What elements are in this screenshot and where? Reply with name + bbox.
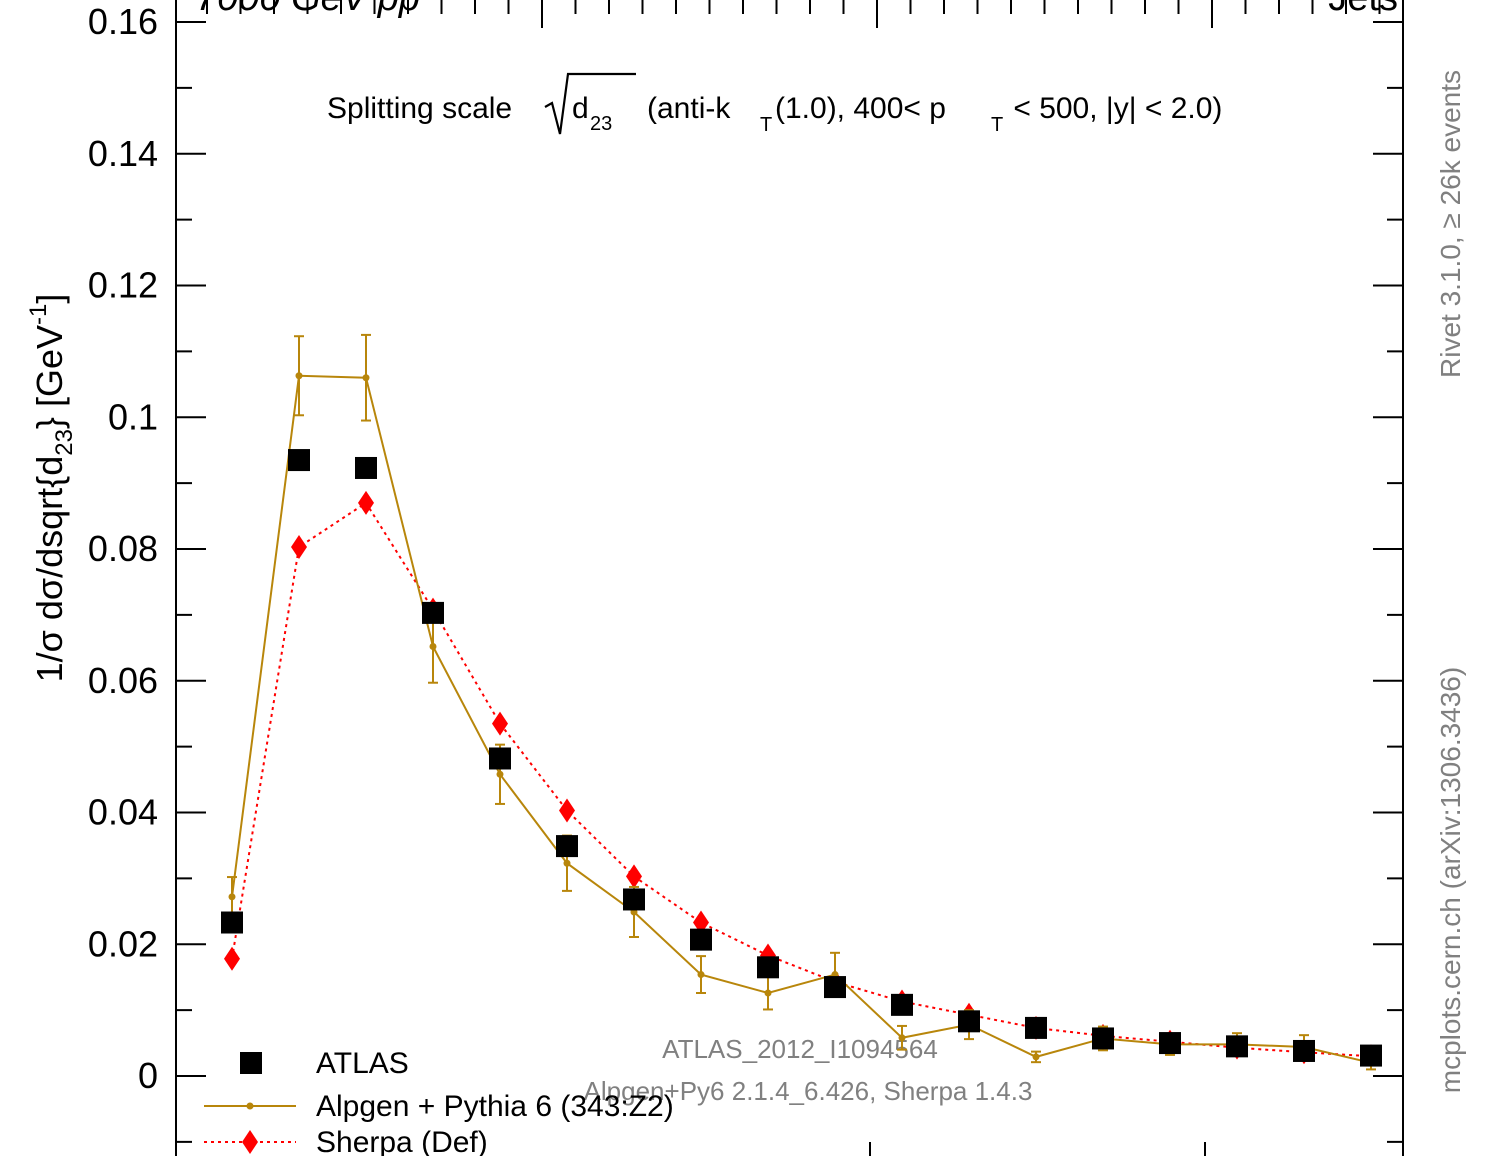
atlas-point bbox=[422, 601, 444, 624]
alpgen-point bbox=[764, 989, 772, 997]
series-atlas bbox=[221, 449, 1382, 1067]
alpgen-point bbox=[362, 374, 370, 382]
y-tick-labels: 0 0.02 0.04 0.06 0.08 0.1 0.12 0.14 0.16 bbox=[88, 1, 158, 1096]
alpgen-point bbox=[496, 770, 504, 778]
y-tick-label: 0.06 bbox=[88, 660, 158, 701]
sherpa-line bbox=[231, 501, 1372, 1058]
y-tick-label: 0.12 bbox=[88, 265, 158, 306]
sherpa-point bbox=[224, 946, 240, 971]
rivet-label: Rivet 3.1.0, ≥ 26k events bbox=[1435, 70, 1466, 378]
header-right-label: Jets bbox=[1328, 0, 1398, 19]
y-axis-label-end: ] bbox=[29, 294, 70, 304]
atlas-point bbox=[1159, 1032, 1181, 1055]
alpgen-point bbox=[295, 372, 303, 380]
y-tick-label: 0.04 bbox=[88, 792, 158, 833]
y-tick-label: 0.16 bbox=[88, 1, 158, 42]
title-p-sub: T bbox=[991, 114, 1003, 136]
atlas-point bbox=[1092, 1027, 1114, 1050]
mcplots-label: mcplots.cern.ch (arXiv:1306.3436) bbox=[1435, 667, 1466, 1093]
atlas-point bbox=[824, 976, 846, 999]
atlas-point bbox=[1226, 1035, 1248, 1058]
y-tick-label: 0.14 bbox=[88, 133, 158, 174]
sherpa-point bbox=[358, 490, 374, 515]
plot-frame bbox=[175, 0, 1404, 1156]
chart-title: Splitting scale d 23 (anti-k T (1.0), 40… bbox=[327, 72, 1222, 136]
y-axis-label-close: } [GeV bbox=[29, 325, 70, 429]
title-k-sub: T bbox=[760, 114, 772, 136]
legend-sherpa-label: Sherpa (Def) bbox=[316, 1126, 488, 1156]
atlas-point bbox=[1025, 1016, 1047, 1039]
atlas-point bbox=[623, 888, 645, 911]
legend-atlas-marker bbox=[240, 1052, 262, 1074]
watermark-generators: Alpgen+Py6 2.1.4_6.426, Sherpa 1.4.3 bbox=[584, 1076, 1033, 1106]
legend: ATLAS Alpgen + Pythia 6 (343:Z2) Sherpa … bbox=[204, 1047, 674, 1156]
title-sqrt-sub: 23 bbox=[590, 113, 612, 135]
sherpa-point bbox=[626, 864, 642, 889]
title-suffix: < 500, |y| < 2.0) bbox=[1005, 92, 1222, 125]
y-axis-label-sub: 23 bbox=[51, 429, 78, 456]
sqrt-sign bbox=[544, 72, 636, 135]
atlas-point bbox=[1360, 1044, 1382, 1067]
alpgen-point bbox=[1032, 1053, 1040, 1061]
atlas-point bbox=[556, 835, 578, 858]
sherpa-point bbox=[492, 711, 508, 736]
alpgen-point bbox=[563, 859, 571, 867]
atlas-point bbox=[355, 456, 377, 479]
alpgen-point bbox=[429, 642, 437, 650]
title-range: (1.0), 400< p bbox=[775, 92, 946, 125]
atlas-point bbox=[288, 449, 310, 472]
y-tick-label: 0 bbox=[138, 1055, 158, 1096]
y-axis-label-main: 1/σ dσ/dsqrt{d bbox=[29, 456, 70, 683]
title-prefix: Splitting scale bbox=[327, 92, 512, 125]
atlas-point bbox=[958, 1010, 980, 1033]
y-tick-label: 0.08 bbox=[88, 528, 158, 569]
alpgen-point bbox=[697, 971, 705, 979]
series-sherpa bbox=[224, 490, 1379, 1069]
title-sqrt-var: d bbox=[572, 92, 589, 125]
sherpa-point bbox=[559, 798, 575, 823]
alpgen-point bbox=[228, 893, 236, 901]
atlas-point bbox=[757, 956, 779, 979]
sherpa-point bbox=[291, 535, 307, 560]
atlas-point bbox=[1293, 1039, 1315, 1062]
y-axis-label: 1/σ dσ/dsqrt{d23} [GeV-1] bbox=[25, 294, 78, 683]
series-alpgen bbox=[227, 333, 1376, 1071]
y-axis-label-sup: -1 bbox=[25, 304, 52, 325]
atlas-point bbox=[489, 747, 511, 770]
legend-sherpa-marker bbox=[242, 1130, 258, 1154]
atlas-point bbox=[690, 928, 712, 951]
atlas-point bbox=[221, 911, 243, 934]
atlas-point bbox=[891, 993, 913, 1016]
alpgen-point bbox=[898, 1034, 906, 1042]
axis-ticks bbox=[176, 0, 1403, 1156]
alpgen-line bbox=[231, 374, 1372, 1064]
legend-atlas-label: ATLAS bbox=[316, 1047, 409, 1080]
y-tick-label: 0.1 bbox=[108, 396, 158, 437]
title-mid: (anti-k bbox=[647, 92, 731, 125]
sherpa-point bbox=[693, 910, 709, 935]
y-tick-label: 0.02 bbox=[88, 923, 158, 964]
watermark-analysis: ATLAS_2012_I1094564 bbox=[662, 1034, 938, 1064]
legend-alpgen-marker bbox=[246, 1102, 254, 1110]
legend-alpgen-label: Alpgen + Pythia 6 (343:Z2) bbox=[316, 1090, 674, 1123]
